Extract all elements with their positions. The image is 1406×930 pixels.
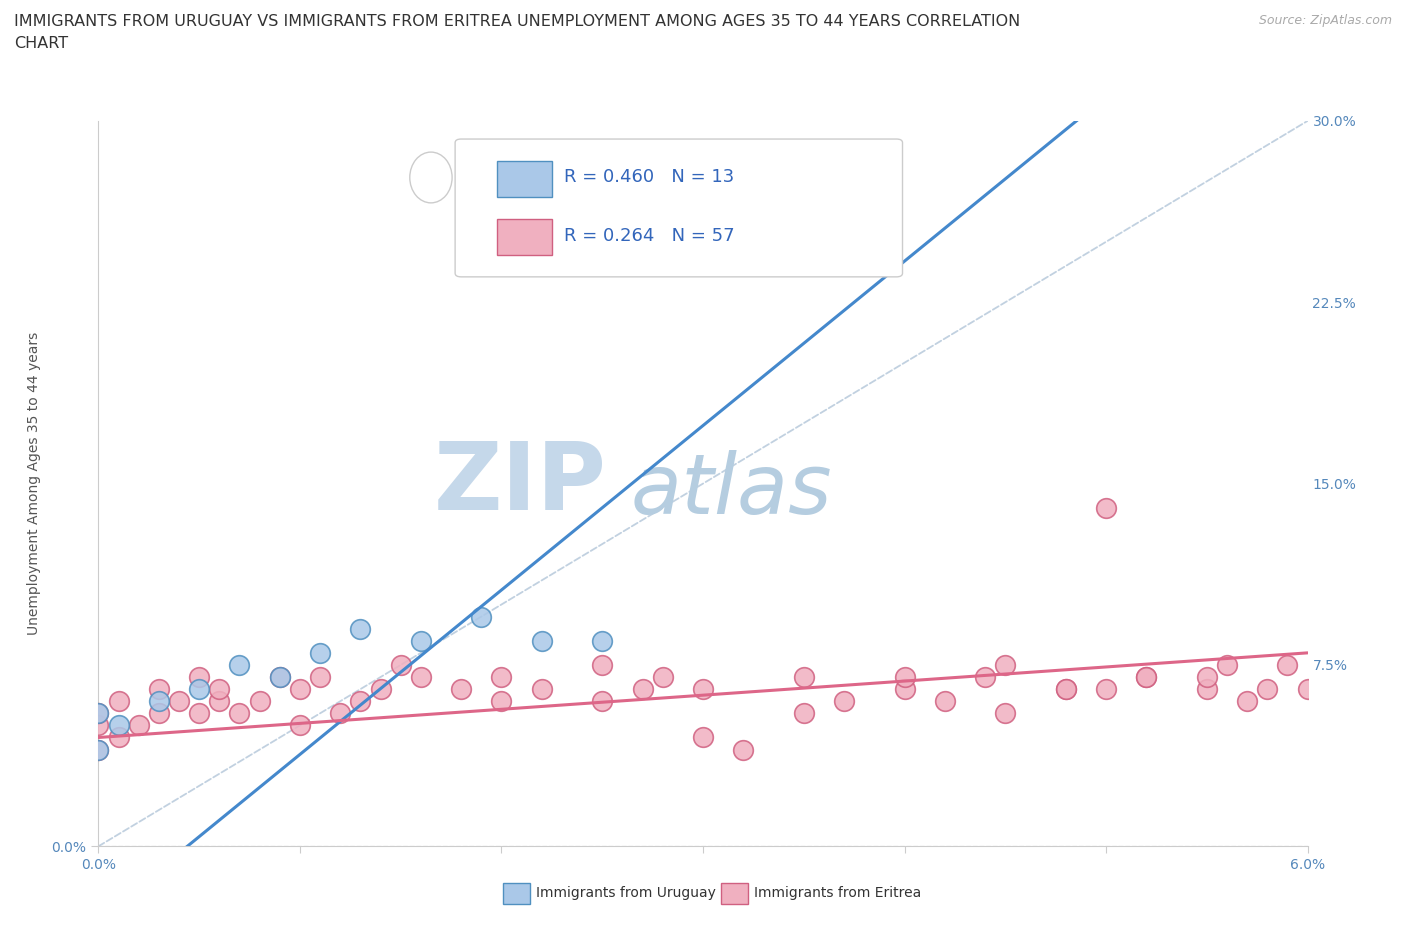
Point [591,658,613,672]
Point [370,682,392,697]
FancyBboxPatch shape [498,219,551,255]
FancyBboxPatch shape [456,139,903,277]
Text: atlas: atlas [630,450,832,531]
Point [793,706,815,721]
Text: R = 0.264   N = 57: R = 0.264 N = 57 [564,227,734,245]
Point [269,670,291,684]
Point [1135,670,1157,684]
Point [208,682,231,697]
Point [148,682,170,697]
Point [631,682,654,697]
Point [1195,670,1218,684]
Text: Immigrants from Uruguay: Immigrants from Uruguay [536,885,716,899]
Point [87,742,110,757]
Point [107,730,129,745]
Text: ZIP: ZIP [433,438,606,529]
Point [692,730,714,745]
Point [87,706,110,721]
Y-axis label: Unemployment Among Ages 35 to 44 years: Unemployment Among Ages 35 to 44 years [27,332,41,635]
Point [1095,682,1118,697]
Point [249,694,271,709]
Point [228,658,250,672]
Point [450,682,472,697]
Ellipse shape [409,153,453,203]
Point [288,682,311,697]
Point [793,670,815,684]
Point [167,694,190,709]
Point [470,609,492,624]
Point [733,742,755,757]
Point [269,670,291,684]
Text: Source: ZipAtlas.com: Source: ZipAtlas.com [1258,14,1392,27]
Text: Immigrants from Eritrea: Immigrants from Eritrea [754,885,921,899]
Point [651,670,673,684]
Point [107,718,129,733]
Point [107,694,129,709]
Point [1256,682,1278,697]
Point [1095,500,1118,515]
Point [491,694,513,709]
Point [87,718,110,733]
Point [994,658,1017,672]
Text: R = 0.460   N = 13: R = 0.460 N = 13 [564,168,734,187]
Point [188,682,211,697]
Point [409,633,432,648]
Point [591,633,613,648]
Point [389,658,412,672]
Point [1296,682,1319,697]
FancyBboxPatch shape [503,883,530,904]
Point [530,633,553,648]
Point [309,645,332,660]
Point [1054,682,1077,697]
Point [288,718,311,733]
Point [87,706,110,721]
Point [832,694,855,709]
Point [491,670,513,684]
FancyBboxPatch shape [721,883,748,904]
Point [188,670,211,684]
Point [309,670,332,684]
Point [893,670,915,684]
Point [188,706,211,721]
Point [148,706,170,721]
Point [329,706,352,721]
Point [1135,670,1157,684]
Point [228,706,250,721]
Point [1216,658,1239,672]
Point [893,682,915,697]
Point [128,718,150,733]
Point [349,694,371,709]
Point [994,706,1017,721]
Point [208,694,231,709]
Point [349,621,371,636]
Point [1195,682,1218,697]
Point [1236,694,1258,709]
Point [409,670,432,684]
Point [148,694,170,709]
Point [1277,658,1299,672]
FancyBboxPatch shape [498,161,551,197]
Point [692,682,714,697]
Point [530,682,553,697]
Point [591,694,613,709]
Point [934,694,956,709]
Point [1054,682,1077,697]
Text: IMMIGRANTS FROM URUGUAY VS IMMIGRANTS FROM ERITREA UNEMPLOYMENT AMONG AGES 35 TO: IMMIGRANTS FROM URUGUAY VS IMMIGRANTS FR… [14,14,1021,51]
Point [87,742,110,757]
Point [974,670,997,684]
